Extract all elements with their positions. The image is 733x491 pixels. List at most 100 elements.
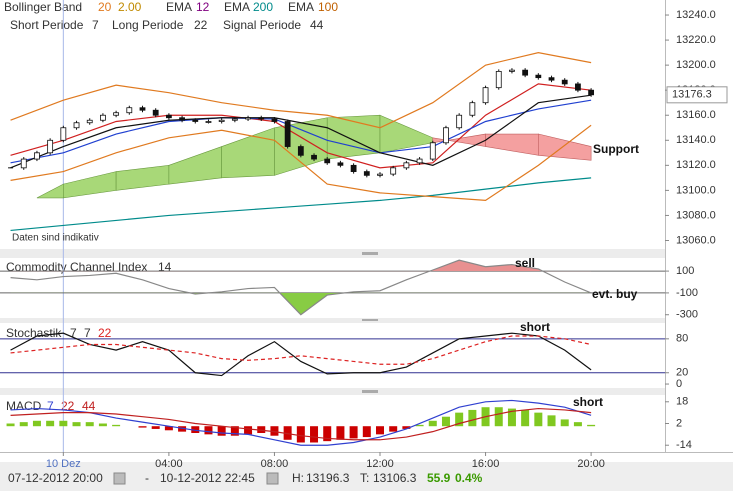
calendar-icon[interactable] xyxy=(266,472,279,485)
indicator-param: 100 xyxy=(318,0,338,14)
histogram-bar xyxy=(349,426,358,439)
candle-body xyxy=(60,127,67,141)
indicator-param: 22 xyxy=(194,18,208,32)
histogram-bar xyxy=(547,415,556,427)
panel-param: 14 xyxy=(158,260,172,274)
y-tick-label: 13100.0 xyxy=(676,184,716,196)
date-from[interactable]: 07-12-2012 20:00 xyxy=(8,471,103,485)
histogram-bar xyxy=(72,422,81,427)
annotation: short xyxy=(520,320,550,334)
macd-line xyxy=(10,399,592,446)
candle-body xyxy=(588,89,595,96)
panel-param: 7 xyxy=(84,326,91,340)
x-tick-label: 04:00 xyxy=(155,458,183,470)
histogram-bar xyxy=(257,426,266,433)
indicator-label: Short Periode xyxy=(10,18,84,32)
histogram-bar xyxy=(46,420,55,427)
indicator-label: EMA xyxy=(224,0,250,14)
y-tick-label: 13220.0 xyxy=(676,34,716,46)
candle-body xyxy=(165,114,172,119)
annotation: short xyxy=(573,395,603,409)
panel-separator[interactable] xyxy=(0,249,665,258)
drag-handle[interactable] xyxy=(362,390,378,393)
histogram-bar xyxy=(455,412,464,427)
candle-body xyxy=(443,127,449,144)
y-tick-label: 13060.0 xyxy=(676,234,716,246)
histogram-bar xyxy=(19,422,28,427)
candle-body xyxy=(363,171,370,176)
y-tick-label: 13140.0 xyxy=(676,134,716,146)
candle-body xyxy=(113,112,120,116)
cci-fill xyxy=(10,260,592,272)
candle-body xyxy=(231,118,238,121)
high-label: H: xyxy=(292,471,304,485)
candle-body xyxy=(548,77,555,81)
histogram-bar xyxy=(283,426,292,440)
indicator-param: 12 xyxy=(196,0,210,14)
histogram-bar xyxy=(112,424,121,427)
candle-body xyxy=(218,119,225,122)
candle-body xyxy=(311,154,317,160)
histogram-bar xyxy=(428,420,437,427)
low-value: 13106.3 xyxy=(373,471,417,485)
histogram-bar xyxy=(296,426,305,443)
cci-fill xyxy=(10,292,592,315)
histogram-bar xyxy=(521,409,530,427)
candle-body xyxy=(192,119,199,122)
candle-body xyxy=(245,117,251,120)
histogram-bar xyxy=(389,426,398,432)
candle-body xyxy=(416,158,423,164)
histogram-bar xyxy=(204,426,213,435)
drag-handle[interactable] xyxy=(362,252,378,255)
low-label: T: xyxy=(360,471,369,485)
y-tick-label: 13240.0 xyxy=(676,9,716,21)
indicator-line xyxy=(10,51,592,129)
annotation: evt. buy xyxy=(592,287,638,301)
candle-body xyxy=(271,118,278,122)
histogram-bar xyxy=(59,420,68,427)
indicator-param: 2.00 xyxy=(118,0,142,14)
calendar-icon[interactable] xyxy=(113,472,126,485)
candle-body xyxy=(179,117,185,121)
histogram-bar xyxy=(85,422,94,427)
histogram-bar xyxy=(138,426,147,428)
y-tick-label: -14 xyxy=(676,439,692,451)
histogram-bar xyxy=(323,426,332,442)
panel-title: Stochastik xyxy=(6,326,62,340)
panel-title: Commodity Channel Index xyxy=(6,260,147,274)
candle-body xyxy=(575,83,581,91)
date-to[interactable]: 10-12-2012 22:45 xyxy=(160,471,255,485)
x-tick-label: 16:00 xyxy=(472,458,500,470)
y-tick-label: 13120.0 xyxy=(676,159,716,171)
panel-separator[interactable] xyxy=(0,388,665,395)
indicator-label: EMA xyxy=(166,0,192,14)
indicator-param: 200 xyxy=(253,0,273,14)
y-tick-label: 80 xyxy=(676,333,688,345)
candle-body xyxy=(297,146,304,156)
candle-body xyxy=(126,107,133,114)
histogram-bar xyxy=(98,423,107,427)
separator: - xyxy=(145,471,149,485)
candle-body xyxy=(100,114,106,121)
candle-body xyxy=(34,152,40,160)
candle-body xyxy=(377,173,383,176)
y-tick-label: 100 xyxy=(676,265,694,277)
indicator-label: EMA xyxy=(288,0,314,14)
drag-handle[interactable] xyxy=(362,319,378,321)
candle-body xyxy=(47,139,54,154)
y-tick-label: -300 xyxy=(676,309,698,321)
panel-param: 22 xyxy=(98,326,112,340)
panel-separator[interactable] xyxy=(0,318,665,323)
histogram-bar xyxy=(587,424,596,427)
candle-body xyxy=(20,158,27,169)
histogram-bar xyxy=(507,408,516,427)
indicator-param: 20 xyxy=(98,0,112,14)
indicator-param: 44 xyxy=(310,18,324,32)
y-tick-label: 2 xyxy=(676,417,682,429)
histogram-bar xyxy=(494,407,503,427)
y-tick-label: 13200.0 xyxy=(676,59,716,71)
candle-body xyxy=(73,122,80,129)
histogram-bar xyxy=(32,420,41,427)
y-tick-label: 0 xyxy=(676,378,682,390)
